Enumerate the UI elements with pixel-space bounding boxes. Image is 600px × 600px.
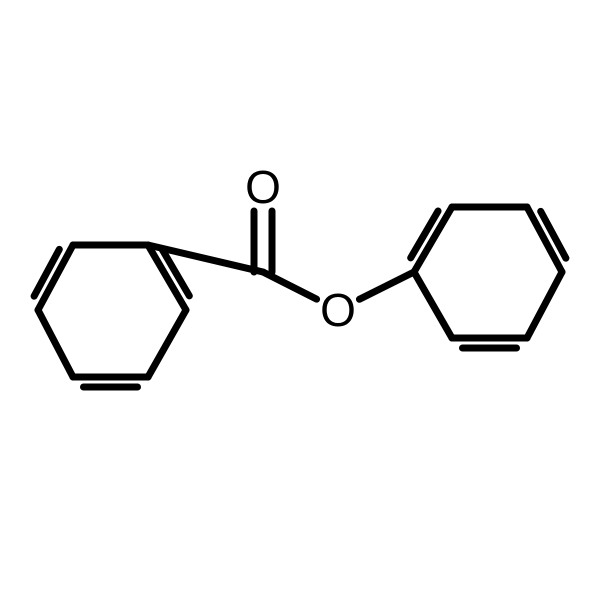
atom-label-o: O [245,161,281,213]
bond-line [38,310,73,377]
chemical-structure-diagram: OO [0,0,600,600]
bond-line [527,272,562,338]
bond-line [148,310,186,377]
atom-label-o: O [320,284,356,336]
bond-line [263,272,317,299]
bond-line [359,272,414,299]
bond-line [414,272,452,338]
